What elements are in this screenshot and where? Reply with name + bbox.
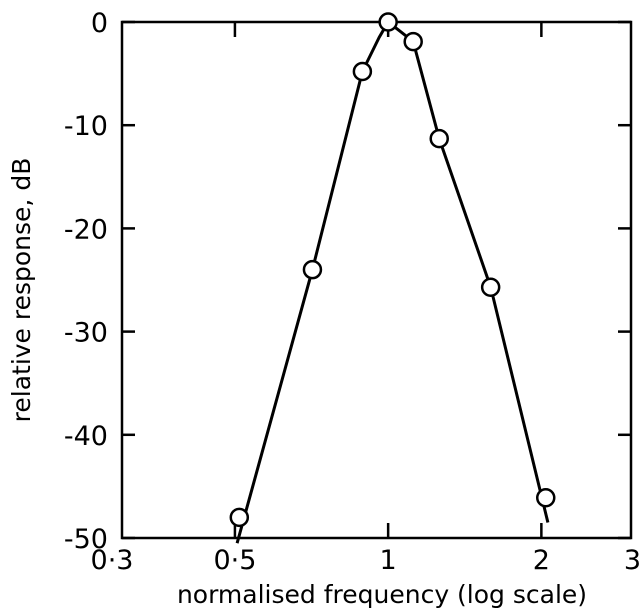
y-tick-label: 0 (91, 8, 108, 39)
response-curve (235, 20, 550, 544)
y-tick-label: -40 (64, 421, 108, 452)
data-point (378, 12, 398, 32)
x-tick-label: 2 (533, 545, 550, 576)
y-tick-label: -50 (64, 524, 108, 555)
data-point (535, 488, 556, 508)
plot-border (120, 20, 633, 540)
data-point (403, 31, 423, 52)
data-points-layer (229, 12, 556, 528)
x-tick-label: 3 (624, 545, 641, 576)
x-tick-label: 0·3 (91, 545, 134, 576)
data-point (429, 128, 449, 149)
data-point (352, 61, 373, 82)
tick-labels: 0 -10 -20 -30 -40 -500·3 0·5 1 2 3 (64, 8, 641, 576)
axis-ticks (122, 20, 631, 540)
data-point (480, 277, 501, 297)
response-curve-layer (235, 20, 550, 544)
y-tick-label: -10 (64, 111, 108, 142)
plot-frame (120, 20, 633, 540)
data-point (302, 259, 323, 280)
data-point (229, 507, 250, 528)
y-axis-label: relative response, dB (7, 158, 36, 423)
y-tick-label: -30 (64, 318, 108, 349)
x-tick-label: 0·5 (213, 545, 256, 576)
x-axis-label: normalised frequency (log scale) (177, 580, 587, 609)
x-tick-label: 1 (380, 545, 397, 576)
y-tick-label: -20 (64, 214, 108, 245)
